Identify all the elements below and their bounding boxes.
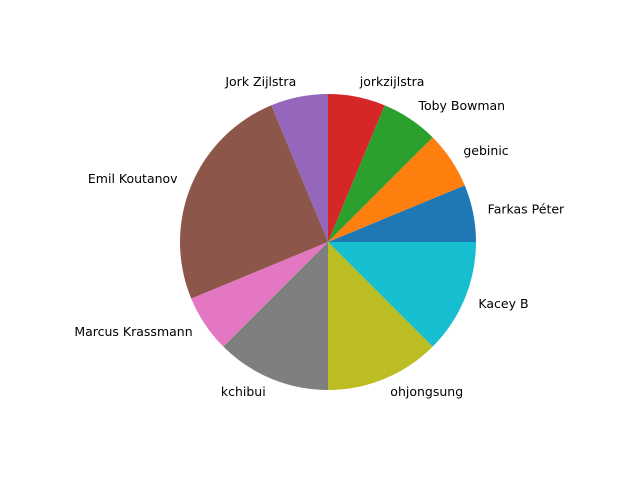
pie-slice-3 [328,94,385,242]
pie-label-7: kchibui [221,384,266,399]
pie-slice-2 [328,105,433,242]
pie-label-6: Marcus Krassmann [74,324,192,339]
pie-slices [180,94,476,390]
pie-slice-6 [191,242,328,347]
pie-label-2: Toby Bowman [417,98,505,113]
pie-label-1: gebinic [463,143,508,158]
pie-label-3: jorkzijlstra [359,74,425,89]
pie-slice-8 [328,242,433,390]
pie-slice-9 [328,242,476,347]
pie-label-5: Emil Koutanov [88,171,178,186]
pie-label-9: Kacey B [478,296,528,311]
pie-label-4: Jork Zijlstra [224,74,296,89]
pie-slice-1 [328,137,465,242]
pie-slice-4 [271,94,328,242]
pie-slice-0 [328,185,476,242]
pie-slice-7 [223,242,328,390]
pie-label-0: Farkas Péter [488,202,565,217]
pie-slice-5 [180,105,328,299]
pie-label-8: ohjongsung [390,384,463,399]
pie-labels: Farkas Péter gebinic Toby Bowman jorkzijlst… [74,74,565,399]
